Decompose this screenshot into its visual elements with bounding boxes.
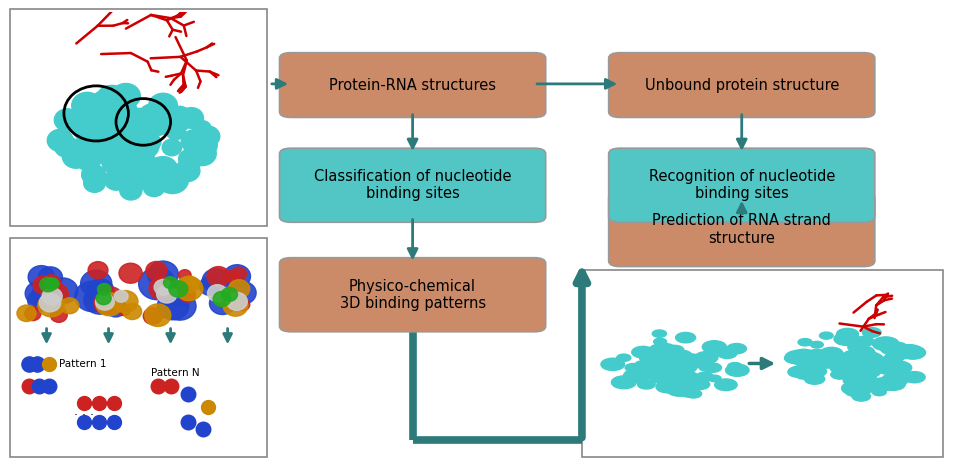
Text: Recognition of nucleotide
binding sites: Recognition of nucleotide binding sites [648,169,834,201]
Text: Protein-RNA structures: Protein-RNA structures [329,77,496,93]
Bar [10,9,267,226]
Text: Unbound protein structure: Unbound protein structure [644,77,838,93]
FancyArrowPatch shape [537,79,614,89]
FancyArrowPatch shape [408,115,416,148]
FancyBboxPatch shape [279,53,545,117]
Bar [10,238,267,457]
Bar [581,270,942,457]
FancyArrowPatch shape [576,272,587,438]
FancyBboxPatch shape [608,148,874,222]
FancyArrowPatch shape [737,115,745,148]
FancyBboxPatch shape [279,148,545,222]
Text: Physico-chemical
3D binding patterns: Physico-chemical 3D binding patterns [339,279,485,311]
Text: Prediction of RNA strand
structure: Prediction of RNA strand structure [652,213,830,246]
FancyArrowPatch shape [737,204,745,214]
FancyArrowPatch shape [272,79,285,89]
FancyBboxPatch shape [279,258,545,332]
FancyBboxPatch shape [608,192,874,267]
FancyBboxPatch shape [608,53,874,117]
Text: Classification of nucleotide
binding sites: Classification of nucleotide binding sit… [314,169,511,201]
FancyArrowPatch shape [408,219,416,257]
